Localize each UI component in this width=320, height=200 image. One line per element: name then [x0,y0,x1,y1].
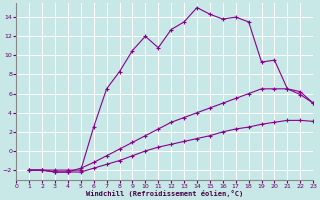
X-axis label: Windchill (Refroidissement éolien,°C): Windchill (Refroidissement éolien,°C) [86,190,243,197]
